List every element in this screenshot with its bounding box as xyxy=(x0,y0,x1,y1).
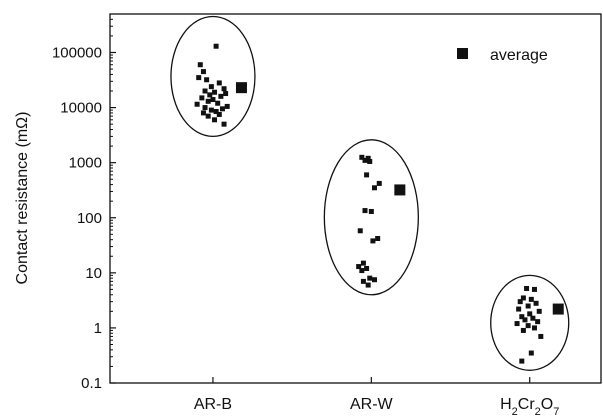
y-tick-label: 1000 xyxy=(69,155,102,172)
data-point-ar-w xyxy=(364,172,370,178)
data-point-ar-w xyxy=(367,275,373,281)
data-point-ar-b xyxy=(207,92,213,98)
data-point-ar-w xyxy=(365,155,371,161)
y-tick-label: 10 xyxy=(85,265,102,282)
data-point-h2cr2o7 xyxy=(519,358,525,364)
average-marker-ar-b xyxy=(235,82,247,94)
data-point-ar-w xyxy=(372,277,378,283)
y-tick-label: 0.1 xyxy=(81,375,102,392)
data-point-h2cr2o7 xyxy=(527,311,533,317)
data-point-ar-b xyxy=(202,88,208,94)
data-point-ar-b xyxy=(221,121,227,127)
average-marker-ar-w xyxy=(394,184,406,196)
data-point-h2cr2o7 xyxy=(525,323,531,329)
data-point-ar-b xyxy=(221,86,227,92)
cluster-ellipse-h2cr2o7 xyxy=(490,274,570,371)
data-point-ar-b xyxy=(199,95,205,101)
data-point-ar-w xyxy=(376,180,382,186)
data-point-ar-b xyxy=(223,91,229,97)
data-point-ar-b xyxy=(212,89,218,95)
data-point-ar-w xyxy=(360,260,366,266)
data-point-h2cr2o7 xyxy=(514,321,520,327)
data-point-ar-w xyxy=(362,157,368,163)
data-point-ar-w xyxy=(356,264,362,270)
data-point-h2cr2o7 xyxy=(525,303,531,309)
data-point-h2cr2o7 xyxy=(531,286,537,292)
y-tick-label: 100 xyxy=(77,210,102,227)
cluster-ellipses xyxy=(170,15,570,371)
data-point-ar-w xyxy=(375,236,381,242)
data-point-ar-b xyxy=(216,80,222,86)
x-axis-category-labels: AR-B AR-W H2Cr2O7 xyxy=(194,377,559,418)
data-point-ar-w xyxy=(357,228,363,234)
data-point-ar-b xyxy=(204,77,210,83)
data-points xyxy=(194,43,544,364)
data-point-ar-w xyxy=(362,208,368,214)
data-point-ar-w xyxy=(372,185,378,191)
data-point-h2cr2o7 xyxy=(535,319,541,325)
data-point-ar-b xyxy=(212,117,218,123)
data-point-h2cr2o7 xyxy=(516,306,522,312)
data-point-ar-b xyxy=(196,75,202,81)
legend-marker xyxy=(457,48,468,59)
legend-label: average xyxy=(490,47,548,64)
x-category-label-h2cr2o7: H2Cr2O7 xyxy=(500,396,559,418)
data-point-ar-b xyxy=(215,100,221,106)
data-point-ar-b xyxy=(205,113,211,119)
data-point-ar-b xyxy=(218,93,224,99)
data-point-ar-w xyxy=(370,238,376,244)
legend: average xyxy=(457,47,548,64)
x-category-label-ar-b: AR-B xyxy=(194,396,232,413)
data-point-h2cr2o7 xyxy=(531,325,537,331)
data-point-ar-b xyxy=(213,43,219,49)
data-point-h2cr2o7 xyxy=(528,350,534,356)
data-point-ar-b xyxy=(202,105,208,111)
data-point-h2cr2o7 xyxy=(522,317,528,323)
data-point-h2cr2o7 xyxy=(538,333,544,339)
average-marker-h2cr2o7 xyxy=(552,303,564,315)
data-point-h2cr2o7 xyxy=(520,295,526,301)
data-point-ar-w xyxy=(360,278,366,284)
data-point-ar-b xyxy=(208,84,214,90)
y-tick-label: 100000 xyxy=(52,45,102,62)
data-point-ar-b xyxy=(216,111,222,117)
data-point-ar-b xyxy=(205,98,211,104)
data-point-h2cr2o7 xyxy=(519,314,525,320)
data-point-ar-w xyxy=(359,154,365,160)
y-tick-label: 10000 xyxy=(60,100,102,117)
cluster-ellipse-ar-b xyxy=(170,15,256,138)
data-point-ar-b xyxy=(200,69,206,75)
data-point-ar-w xyxy=(365,282,371,288)
data-point-ar-b xyxy=(219,106,225,112)
data-point-ar-b xyxy=(224,103,230,109)
data-point-h2cr2o7 xyxy=(528,296,534,302)
data-point-h2cr2o7 xyxy=(530,315,536,321)
data-point-ar-b xyxy=(210,97,216,103)
y-tick-label: 1 xyxy=(94,320,102,337)
data-point-ar-w xyxy=(368,208,374,214)
data-point-ar-b xyxy=(200,110,206,116)
data-point-h2cr2o7 xyxy=(524,285,530,291)
plot-frame xyxy=(109,13,602,384)
data-point-ar-b xyxy=(194,101,200,107)
x-category-label-ar-w: AR-W xyxy=(350,396,394,413)
data-point-h2cr2o7 xyxy=(536,308,542,314)
data-point-ar-b xyxy=(213,108,219,114)
average-markers xyxy=(235,82,564,315)
data-point-ar-w xyxy=(367,159,373,165)
y-axis-title: Contact resistance (mΩ) xyxy=(14,112,31,285)
data-point-ar-b xyxy=(197,62,203,68)
data-point-h2cr2o7 xyxy=(533,300,539,306)
data-point-ar-w xyxy=(364,265,370,271)
y-axis-ticks: 100000 10000 1000 100 10 1 0.1 xyxy=(52,13,116,392)
data-point-ar-b xyxy=(208,107,214,113)
data-point-h2cr2o7 xyxy=(517,299,523,305)
cluster-ellipse-ar-w xyxy=(323,139,419,296)
data-point-h2cr2o7 xyxy=(520,327,526,333)
data-point-ar-w xyxy=(359,268,365,274)
